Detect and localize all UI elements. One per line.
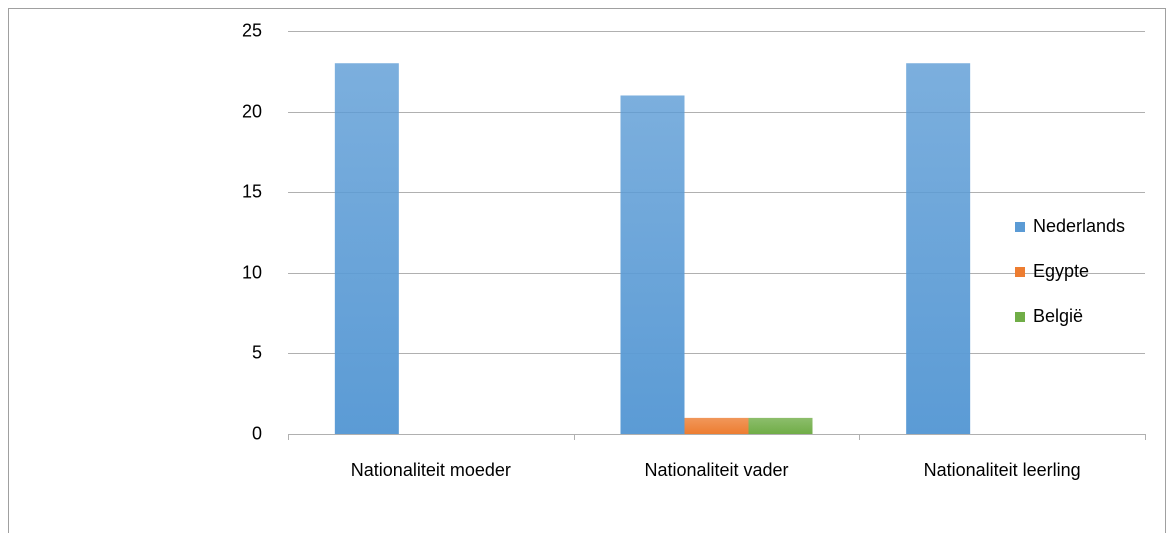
bar xyxy=(684,417,749,434)
legend-swatch xyxy=(1015,267,1025,277)
legend-label: België xyxy=(1033,306,1083,326)
y-tick-label: 15 xyxy=(242,181,262,201)
bar xyxy=(620,95,685,434)
bar xyxy=(906,63,971,435)
y-tick-label: 25 xyxy=(242,20,262,40)
legend-label: Egypte xyxy=(1033,261,1089,281)
x-tick-label: Nationaliteit vader xyxy=(644,460,788,480)
y-tick-label: 20 xyxy=(242,101,262,121)
legend-label: Nederlands xyxy=(1033,216,1125,236)
bar xyxy=(748,417,813,434)
legend-swatch xyxy=(1015,312,1025,322)
bar xyxy=(334,63,399,435)
y-tick-label: 5 xyxy=(252,342,262,362)
y-tick-label: 10 xyxy=(242,262,262,282)
legend-swatch xyxy=(1015,222,1025,232)
chart-border xyxy=(8,8,1166,533)
x-tick-label: Nationaliteit leerling xyxy=(924,460,1081,480)
y-tick-label: 0 xyxy=(252,423,262,443)
x-tick-label: Nationaliteit moeder xyxy=(351,460,511,480)
